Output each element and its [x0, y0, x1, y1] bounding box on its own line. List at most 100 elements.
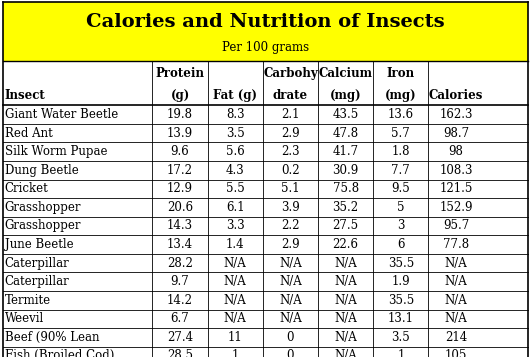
Text: Fat (g): Fat (g): [213, 89, 258, 102]
Text: 77.8: 77.8: [443, 238, 469, 251]
Text: 1.9: 1.9: [391, 275, 410, 288]
Text: 0.2: 0.2: [281, 164, 300, 177]
Text: N/A: N/A: [335, 275, 357, 288]
Text: 1.8: 1.8: [392, 145, 410, 158]
Text: 1.4: 1.4: [226, 238, 245, 251]
Text: 3: 3: [397, 220, 405, 232]
Text: 5.6: 5.6: [226, 145, 245, 158]
Text: 9.5: 9.5: [391, 182, 410, 195]
Text: N/A: N/A: [444, 257, 467, 270]
Text: 2.9: 2.9: [281, 238, 300, 251]
Text: 5.7: 5.7: [391, 127, 410, 140]
Text: Grasshopper: Grasshopper: [5, 201, 81, 214]
Text: 9.6: 9.6: [170, 145, 190, 158]
Text: 5.1: 5.1: [281, 182, 300, 195]
Text: 0: 0: [287, 350, 294, 357]
Text: 3.5: 3.5: [226, 127, 245, 140]
Text: Insect: Insect: [5, 89, 46, 102]
Text: 3.5: 3.5: [391, 331, 410, 344]
Text: 27.4: 27.4: [167, 331, 193, 344]
Text: Fish (Broiled Cod): Fish (Broiled Cod): [5, 350, 114, 357]
Text: 3.9: 3.9: [281, 201, 300, 214]
Text: 47.8: 47.8: [332, 127, 359, 140]
Text: Caterpillar: Caterpillar: [5, 275, 70, 288]
Text: Iron: Iron: [387, 67, 415, 80]
Text: Calories: Calories: [429, 89, 483, 102]
Text: N/A: N/A: [224, 257, 246, 270]
Text: Cricket: Cricket: [5, 182, 48, 195]
Bar: [3, 61, 528, 105]
Text: 105: 105: [445, 350, 467, 357]
Text: Protein: Protein: [156, 67, 204, 80]
Text: N/A: N/A: [444, 275, 467, 288]
Text: Termite: Termite: [5, 294, 51, 307]
Text: 0: 0: [287, 331, 294, 344]
Text: 214: 214: [445, 331, 467, 344]
Text: N/A: N/A: [224, 312, 246, 325]
Text: 3.3: 3.3: [226, 220, 245, 232]
Text: Per 100 grams: Per 100 grams: [222, 41, 309, 54]
Text: 98.7: 98.7: [443, 127, 469, 140]
Text: 1: 1: [397, 350, 405, 357]
Text: 5: 5: [397, 201, 405, 214]
Text: 162.3: 162.3: [439, 108, 473, 121]
Text: Calories and Nutrition of Insects: Calories and Nutrition of Insects: [86, 14, 445, 31]
Text: N/A: N/A: [335, 312, 357, 325]
Text: N/A: N/A: [224, 275, 246, 288]
Text: June Beetle: June Beetle: [5, 238, 73, 251]
Text: 12.9: 12.9: [167, 182, 193, 195]
Text: 13.9: 13.9: [167, 127, 193, 140]
Text: (mg): (mg): [330, 89, 362, 102]
Text: (mg): (mg): [385, 89, 417, 102]
Text: Grasshopper: Grasshopper: [5, 220, 81, 232]
Text: 35.5: 35.5: [388, 294, 414, 307]
Text: N/A: N/A: [335, 350, 357, 357]
Text: 13.4: 13.4: [167, 238, 193, 251]
Text: 5.5: 5.5: [226, 182, 245, 195]
Text: 30.9: 30.9: [332, 164, 359, 177]
Text: 35.2: 35.2: [332, 201, 359, 214]
Text: 41.7: 41.7: [332, 145, 359, 158]
Text: 28.5: 28.5: [167, 350, 193, 357]
Text: 8.3: 8.3: [226, 108, 245, 121]
Text: N/A: N/A: [224, 294, 246, 307]
Text: 27.5: 27.5: [332, 220, 359, 232]
Text: 43.5: 43.5: [332, 108, 359, 121]
Text: 20.6: 20.6: [167, 201, 193, 214]
Text: 2.2: 2.2: [281, 220, 299, 232]
Text: 7.7: 7.7: [391, 164, 410, 177]
Text: 6.1: 6.1: [226, 201, 245, 214]
Text: 35.5: 35.5: [388, 257, 414, 270]
Text: 98: 98: [449, 145, 464, 158]
Text: N/A: N/A: [279, 257, 302, 270]
Text: N/A: N/A: [444, 312, 467, 325]
Text: 2.3: 2.3: [281, 145, 300, 158]
Text: 95.7: 95.7: [443, 220, 469, 232]
Text: 6: 6: [397, 238, 405, 251]
Text: Beef (90% Lean: Beef (90% Lean: [5, 331, 99, 344]
Text: Calcium: Calcium: [319, 67, 373, 80]
Text: Giant Water Beetle: Giant Water Beetle: [5, 108, 118, 121]
Text: drate: drate: [273, 89, 308, 102]
Text: 121.5: 121.5: [439, 182, 473, 195]
Text: 28.2: 28.2: [167, 257, 193, 270]
Text: 22.6: 22.6: [332, 238, 358, 251]
Text: Red Ant: Red Ant: [5, 127, 53, 140]
Text: Caterpillar: Caterpillar: [5, 257, 70, 270]
Text: 152.9: 152.9: [439, 201, 473, 214]
Text: 13.6: 13.6: [388, 108, 414, 121]
Text: (g): (g): [170, 89, 190, 102]
Text: 75.8: 75.8: [332, 182, 359, 195]
Text: N/A: N/A: [444, 294, 467, 307]
Text: 19.8: 19.8: [167, 108, 193, 121]
Text: 11: 11: [228, 331, 243, 344]
Text: 17.2: 17.2: [167, 164, 193, 177]
Text: Weevil: Weevil: [5, 312, 44, 325]
Text: Silk Worm Pupae: Silk Worm Pupae: [5, 145, 107, 158]
Text: 6.7: 6.7: [170, 312, 190, 325]
Text: 9.7: 9.7: [170, 275, 190, 288]
Text: N/A: N/A: [279, 312, 302, 325]
Text: N/A: N/A: [335, 257, 357, 270]
Text: N/A: N/A: [279, 294, 302, 307]
Text: 14.3: 14.3: [167, 220, 193, 232]
